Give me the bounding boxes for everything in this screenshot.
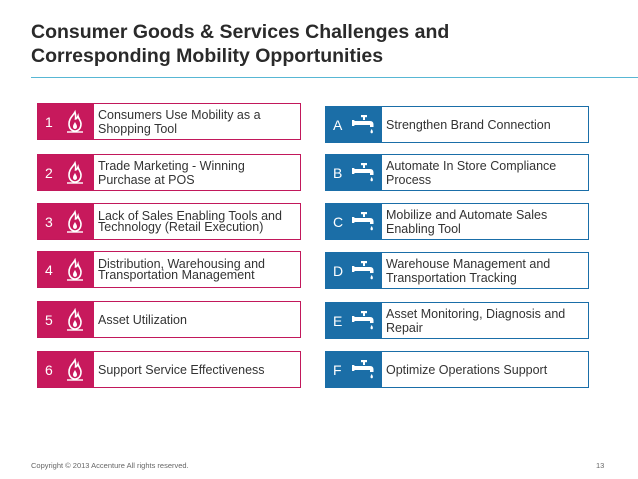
opportunity-row-a: A Strengthen Brand Connection — [325, 106, 589, 143]
slide-title-line-1: Consumer Goods & Services Challenges and — [31, 21, 450, 43]
challenge-badge: 6 — [38, 352, 94, 387]
challenge-label: Distribution, Warehousing and Transporta… — [94, 252, 300, 287]
challenge-number: 3 — [45, 213, 53, 230]
fire-icon — [67, 307, 83, 331]
faucet-icon — [352, 163, 374, 182]
challenge-badge: 2 — [38, 155, 94, 190]
faucet-icon — [352, 212, 374, 231]
challenge-label: Consumers Use Mobility as a Shopping Too… — [94, 104, 300, 139]
title-divider — [31, 77, 638, 78]
challenge-label: Asset Utilization — [94, 302, 300, 337]
challenge-label: Support Service Effectiveness — [94, 352, 300, 387]
challenge-row-3: 3 Lack of Sales Enabling Tools and Techn… — [37, 203, 301, 240]
opportunity-row-e: E Asset Monitoring, Diagnosis and Repair — [325, 302, 589, 339]
faucet-icon — [352, 261, 374, 280]
opportunity-badge: A — [326, 107, 382, 142]
challenge-row-6: 6 Support Service Effectiveness — [37, 351, 301, 388]
opportunity-badge: F — [326, 352, 382, 387]
opportunity-label: Strengthen Brand Connection — [382, 107, 588, 142]
slide-title: Consumer Goods & Services Challenges and… — [31, 20, 621, 68]
opportunity-badge: E — [326, 303, 382, 338]
copyright-footer: Copyright © 2013 Accenture All rights re… — [31, 461, 189, 470]
faucet-icon — [352, 360, 374, 379]
challenge-number: 1 — [45, 113, 53, 130]
fire-icon — [67, 109, 83, 133]
opportunity-letter: D — [333, 262, 344, 279]
opportunity-label: Mobilize and Automate Sales Enabling Too… — [382, 204, 588, 239]
challenge-label: Lack of Sales Enabling Tools and Technol… — [94, 204, 300, 239]
opportunity-row-d: D Warehouse Management and Transportatio… — [325, 252, 589, 289]
opportunity-letter: E — [333, 312, 343, 329]
challenge-number: 4 — [45, 261, 53, 278]
challenge-label: Trade Marketing - Winning Purchase at PO… — [94, 155, 300, 190]
fire-icon — [67, 257, 83, 281]
opportunity-badge: D — [326, 253, 382, 288]
opportunity-letter: C — [333, 213, 344, 230]
opportunity-letter: A — [333, 116, 343, 133]
opportunity-badge: C — [326, 204, 382, 239]
challenge-row-4: 4 Distribution, Warehousing and Transpor… — [37, 251, 301, 288]
challenge-row-5: 5 Asset Utilization — [37, 301, 301, 338]
challenge-number: 5 — [45, 311, 53, 328]
opportunity-letter: F — [333, 361, 342, 378]
opportunity-row-f: F Optimize Operations Support — [325, 351, 589, 388]
challenge-row-1: 1 Consumers Use Mobility as a Shopping T… — [37, 103, 301, 140]
opportunity-label: Optimize Operations Support — [382, 352, 588, 387]
opportunity-badge: B — [326, 155, 382, 190]
fire-icon — [67, 160, 83, 184]
opportunity-label: Asset Monitoring, Diagnosis and Repair — [382, 303, 588, 338]
challenge-badge: 5 — [38, 302, 94, 337]
challenge-number: 2 — [45, 164, 53, 181]
challenge-number: 6 — [45, 361, 53, 378]
challenge-badge: 4 — [38, 252, 94, 287]
fire-icon — [67, 357, 83, 381]
opportunity-label: Warehouse Management and Transportation … — [382, 253, 588, 288]
opportunity-letter: B — [333, 164, 343, 181]
challenge-badge: 1 — [38, 104, 94, 139]
challenge-badge: 3 — [38, 204, 94, 239]
opportunity-label: Automate In Store Compliance Process — [382, 155, 588, 190]
opportunity-row-b: B Automate In Store Compliance Process — [325, 154, 589, 191]
opportunity-row-c: C Mobilize and Automate Sales Enabling T… — [325, 203, 589, 240]
fire-icon — [67, 209, 83, 233]
slide-title-line-2: Corresponding Mobility Opportunities — [31, 45, 384, 67]
challenge-row-2: 2 Trade Marketing - Winning Purchase at … — [37, 154, 301, 191]
faucet-icon — [352, 311, 374, 330]
page-number: 13 — [596, 461, 605, 470]
faucet-icon — [352, 115, 374, 134]
